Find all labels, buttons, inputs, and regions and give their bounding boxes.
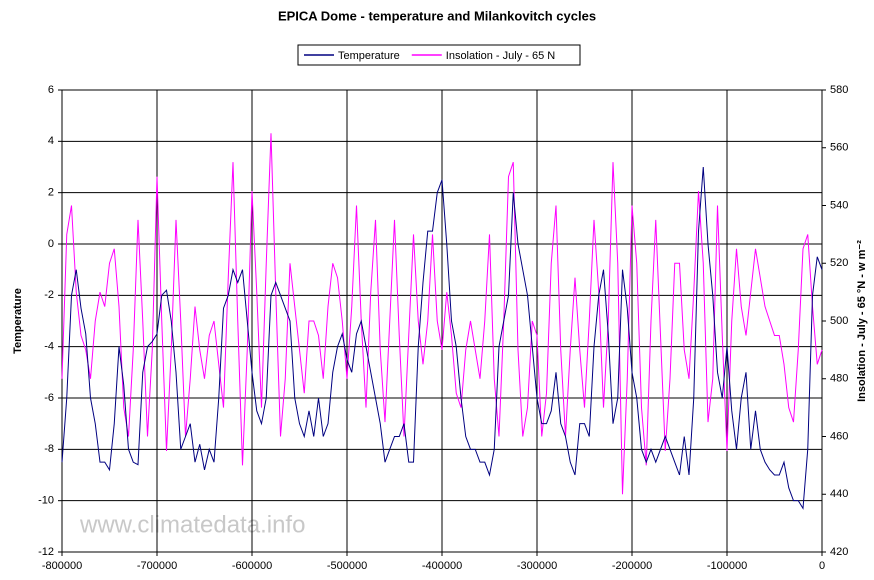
x-tick-label: -100000 — [707, 560, 747, 572]
x-tick-label: -600000 — [232, 560, 272, 572]
legend-label: Insolation - July - 65 N — [446, 50, 555, 62]
y-tick-label: 4 — [48, 135, 54, 147]
chart-title: EPICA Dome - temperature and Milankovitc… — [278, 8, 596, 23]
y-tick-label: 2 — [48, 187, 54, 199]
y-axis-label: Temperature — [12, 288, 24, 354]
y2-tick-label: 520 — [830, 257, 848, 269]
y2-tick-label: 440 — [830, 488, 848, 500]
plot-frame — [61, 89, 823, 553]
y2-tick-label: 560 — [830, 142, 848, 154]
y-tick-label: -8 — [44, 443, 54, 455]
legend-label: Temperature — [338, 50, 400, 62]
x-tick-label: -700000 — [137, 560, 177, 572]
y-tick-label: -2 — [44, 289, 54, 301]
y-tick-label: -10 — [38, 495, 54, 507]
series-line — [61, 133, 823, 495]
watermark: www.climatedata.info — [79, 511, 305, 538]
y2-tick-label: 480 — [830, 373, 848, 385]
y-tick-label: -6 — [44, 392, 54, 404]
y2-tick-label: 580 — [830, 84, 848, 96]
x-tick-label: -800000 — [42, 560, 82, 572]
y2-tick-label: 540 — [830, 199, 848, 211]
x-tick-label: -300000 — [517, 560, 557, 572]
y2-tick-label: 500 — [830, 315, 848, 327]
y-tick-label: 0 — [48, 238, 54, 250]
x-tick-label: -400000 — [422, 560, 462, 572]
y2-tick-label: 420 — [830, 546, 848, 558]
x-tick-label: 0 — [819, 560, 825, 572]
x-tick-label: -200000 — [612, 560, 652, 572]
y-tick-label: 6 — [48, 84, 54, 96]
y2-axis-label: Insolation - July - 65 °N - w m⁻² — [856, 240, 868, 402]
y-tick-label: -4 — [44, 341, 54, 353]
x-tick-label: -500000 — [327, 560, 367, 572]
series-line — [61, 166, 823, 510]
y-tick-label: -12 — [38, 546, 54, 558]
y2-tick-label: 460 — [830, 430, 848, 442]
